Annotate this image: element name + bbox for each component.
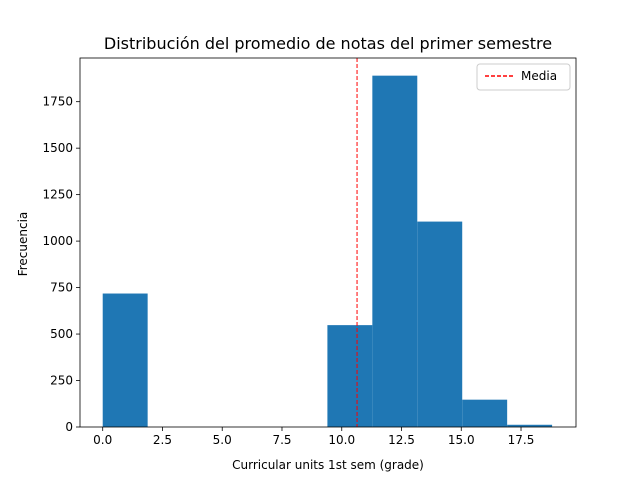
histogram-bar-7 <box>417 221 463 427</box>
legend-box <box>476 63 571 91</box>
y-tick-label: 750 <box>50 281 73 295</box>
x-tick-label: 15.0 <box>448 433 475 447</box>
y-tick-label: 1750 <box>42 95 73 109</box>
x-tick-label: 7.5 <box>272 433 291 447</box>
chart-title: Distribución del promedio de notas del p… <box>104 34 552 53</box>
x-tick-label: 0.0 <box>93 433 112 447</box>
histogram-bar-5 <box>327 325 373 427</box>
legend: Media <box>476 63 571 91</box>
y-tick-label: 1000 <box>42 234 73 248</box>
y-axis-label: Frecuencia <box>16 212 30 277</box>
histogram-bar-0 <box>102 293 148 427</box>
histogram-bar-8 <box>462 399 508 427</box>
x-tick-label: 17.5 <box>508 433 535 447</box>
y-tick-label: 250 <box>50 374 73 388</box>
plot-frame <box>79 57 577 428</box>
y-tick-label: 1500 <box>42 141 73 155</box>
y-axis-ticks: 0 250 500 750 1000 1250 1500 1750 <box>42 95 80 434</box>
x-axis-label: Curricular units 1st sem (grade) <box>232 458 424 472</box>
histogram-bar-6 <box>372 75 418 428</box>
x-tick-label: 12.5 <box>388 433 415 447</box>
y-tick-label: 500 <box>50 327 73 341</box>
x-tick-label: 5.0 <box>213 433 232 447</box>
y-tick-label: 1250 <box>42 188 73 202</box>
y-tick-label: 0 <box>65 420 73 434</box>
histogram-bar-9 <box>507 424 553 427</box>
histogram-bars <box>102 75 553 428</box>
x-axis-ticks: 0.0 2.5 5.0 7.5 10.0 12.5 15.0 17.5 <box>93 427 534 447</box>
x-tick-label: 10.0 <box>328 433 355 447</box>
legend-entry-media: Media <box>521 69 557 83</box>
x-tick-label: 2.5 <box>153 433 172 447</box>
